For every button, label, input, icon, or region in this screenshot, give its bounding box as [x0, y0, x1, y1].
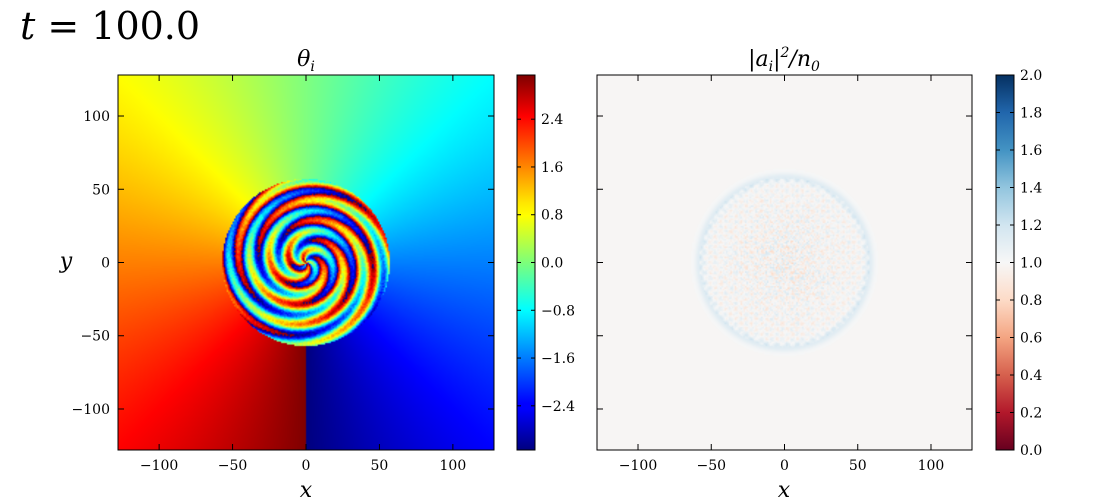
phase-ytick-label: −50	[80, 329, 110, 345]
phase-colorbar-tick-label: −0.8	[541, 303, 575, 319]
phase-colorbar-tick-label: 0.0	[541, 256, 563, 272]
density-colorbar-tick-label: 1.2	[1020, 218, 1042, 234]
density-xtick-label: −50	[696, 458, 726, 474]
phase-colorbar-tick-label: 1.6	[541, 160, 563, 176]
density-y-ticks	[597, 115, 972, 410]
density-colorbar-tick-label: 1.4	[1020, 181, 1042, 197]
phase-y-ticks: −100 −50 0 50 100	[72, 109, 494, 418]
phase-xlabel: x	[300, 478, 313, 500]
density-colorbar-tick-label: 0.8	[1020, 293, 1042, 309]
density-colorbar-tick-label: 1.0	[1020, 256, 1042, 272]
density-xtick-label: 0	[780, 458, 789, 474]
phase-xtick-label: 50	[371, 458, 389, 474]
phase-colorbar-tick-label: −1.6	[541, 351, 575, 367]
phase-title: θi	[297, 47, 315, 75]
density-colorbar-ticks: 2.0 1.8 1.6 1.4 1.2 1.0 0.8 0.6 0.4 0.2 0.0	[996, 68, 1042, 459]
phase-ytick-label: 100	[83, 109, 110, 125]
phase-ylabel: y	[59, 249, 73, 274]
phase-panel: θi −100 −50 0 50 100 −100 −50 0 50 100 x y 2.4 1.…	[59, 47, 575, 500]
phase-colorbar-tick-label: 2.4	[541, 112, 563, 128]
phase-x-ticks: −100 −50 0 50 100	[140, 75, 466, 474]
density-colorbar-tick-label: 0.0	[1020, 443, 1042, 459]
time-label: t = 100.0	[20, 4, 201, 48]
density-colorbar-tick-label: 0.2	[1020, 406, 1042, 422]
density-colorbar-tick-label: 0.6	[1020, 331, 1042, 347]
density-xtick-label: −100	[619, 458, 657, 474]
phase-colorbar-tick-label: 0.8	[541, 208, 563, 224]
phase-ytick-label: 0	[101, 256, 110, 272]
phase-xtick-label: 100	[440, 458, 467, 474]
phase-ytick-label: −100	[72, 402, 110, 418]
density-heatmap	[597, 75, 972, 450]
phase-xtick-label: 0	[302, 458, 311, 474]
phase-xtick-label: −100	[140, 458, 178, 474]
density-panel: |ai|2/n0 −100 −50 0 50 100 x 2.0 1.8 1.6 1.4 1.2…	[596, 45, 1042, 500]
density-colorbar-tick-label: 1.8	[1020, 106, 1042, 122]
phase-heatmap	[118, 75, 494, 450]
phase-ytick-label: 50	[92, 182, 110, 198]
density-xtick-label: 50	[849, 458, 867, 474]
density-colorbar-tick-label: 2.0	[1020, 68, 1042, 84]
density-xlabel: x	[778, 478, 791, 500]
phase-colorbar-tick-label: −2.4	[541, 399, 575, 415]
density-colorbar-tick-label: 1.6	[1020, 143, 1042, 159]
density-title: |ai|2/n0	[748, 45, 820, 75]
density-colorbar-tick-label: 0.4	[1020, 368, 1042, 384]
density-xtick-label: 100	[918, 458, 945, 474]
phase-colorbar-ticks: 2.4 1.6 0.8 0.0 −0.8 −1.6 −2.4	[517, 112, 575, 415]
density-x-ticks: −100 −50 0 50 100	[619, 75, 945, 474]
phase-xtick-label: −50	[218, 458, 248, 474]
